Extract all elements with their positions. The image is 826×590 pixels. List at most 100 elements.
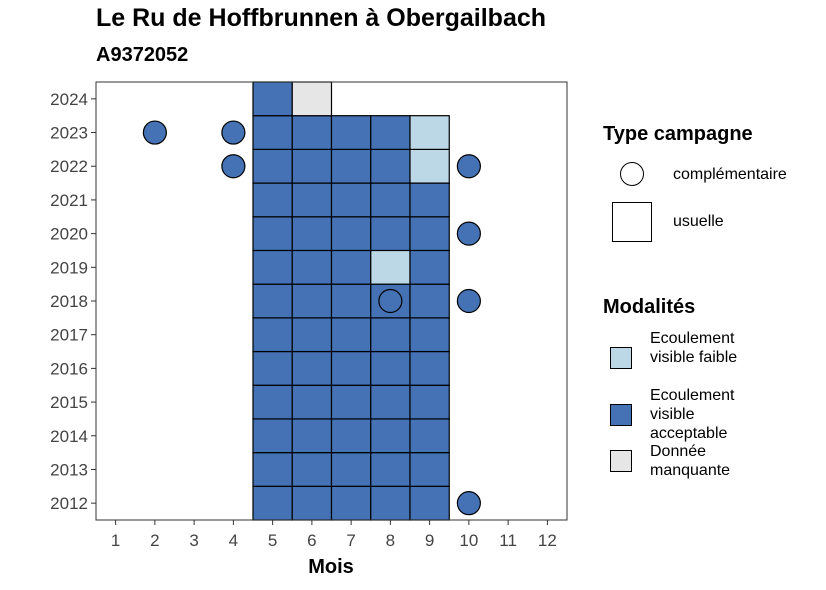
usuelle-square-2016-7 bbox=[330, 350, 372, 386]
y-tick-label: 2020 bbox=[50, 225, 88, 244]
usuelle-square-2022-8 bbox=[370, 148, 411, 184]
usuelle-square-2020-8 bbox=[370, 216, 411, 252]
y-tick-label: 2018 bbox=[50, 292, 88, 311]
x-tick-label: 4 bbox=[229, 531, 238, 550]
usuelle-square-2015-6 bbox=[291, 384, 333, 420]
usuelle-square-2012-9 bbox=[409, 485, 450, 521]
usuelle-square-2017-9 bbox=[409, 317, 450, 353]
x-tick-label: 2 bbox=[150, 531, 159, 550]
usuelle-square-2012-8 bbox=[370, 485, 411, 521]
usuelle-square-2017-5 bbox=[252, 317, 293, 353]
usuelle-square-2012-6 bbox=[291, 485, 333, 521]
legend-square-symbol bbox=[612, 202, 652, 242]
y-tick-label: 2021 bbox=[50, 191, 88, 210]
usuelle-square-2023-6 bbox=[291, 115, 333, 150]
y-tick-label: 2016 bbox=[50, 359, 88, 378]
x-tick-label: 5 bbox=[268, 531, 277, 550]
usuelle-square-2020-7 bbox=[330, 216, 372, 252]
usuelle-square-2023-5 bbox=[252, 115, 293, 150]
usuelle-square-2021-6 bbox=[291, 182, 333, 218]
y-tick-label: 2012 bbox=[50, 494, 88, 513]
x-tick-label: 10 bbox=[459, 531, 478, 550]
usuelle-square-2018-7 bbox=[330, 283, 372, 319]
usuelle-square-2013-6 bbox=[291, 452, 333, 487]
axes: 1 2 3 4 5 6 7 8 9 10 11 122012201320142015201620172… bbox=[50, 90, 557, 550]
usuelle-square-2022-6 bbox=[291, 148, 333, 184]
usuelle-square-2018-5 bbox=[252, 283, 293, 319]
y-tick-label: 2017 bbox=[50, 326, 88, 345]
usuelle-square-2022-7 bbox=[330, 148, 372, 184]
usuelle-square-2023-9 bbox=[409, 115, 450, 150]
usuelle-square-2021-7 bbox=[330, 182, 372, 218]
usuelle-square-2021-5 bbox=[252, 182, 293, 218]
usuelle-square-2016-5 bbox=[252, 350, 293, 386]
x-tick-label: 6 bbox=[307, 531, 316, 550]
usuelle-square-2019-5 bbox=[252, 249, 293, 285]
usuelle-square-2016-8 bbox=[370, 350, 411, 386]
x-tick-label: 9 bbox=[425, 531, 434, 550]
legend-type-usuelle: usuelle bbox=[673, 213, 724, 230]
y-tick-label: 2015 bbox=[50, 393, 88, 412]
usuelle-square-2017-8 bbox=[370, 317, 411, 353]
legend-circle-symbol bbox=[620, 162, 644, 186]
x-tick-label: 7 bbox=[346, 531, 355, 550]
usuelle-square-2013-8 bbox=[370, 452, 411, 487]
complementaire-point-2023-2 bbox=[142, 120, 167, 145]
legend-label-manquante: Donnée manquante bbox=[650, 443, 731, 479]
usuelle-square-2015-7 bbox=[330, 384, 372, 420]
usuelle-square-2013-9 bbox=[409, 452, 450, 487]
usuelle-square-2022-9 bbox=[409, 148, 450, 184]
usuelle-square-2014-8 bbox=[370, 418, 411, 454]
legend-type-complementaire: complémentaire bbox=[673, 166, 787, 183]
usuelle-square-2020-5 bbox=[252, 216, 293, 252]
usuelle-square-2013-5 bbox=[252, 452, 293, 487]
legend-key-manquante bbox=[610, 450, 632, 472]
usuelle-square-2023-8 bbox=[370, 115, 411, 150]
usuelle-square-2014-5 bbox=[252, 418, 293, 454]
usuelle-square-2021-8 bbox=[370, 182, 411, 218]
chart-subtitle: A9372052 bbox=[96, 44, 189, 66]
usuelle-square-2014-6 bbox=[291, 418, 333, 454]
usuelle-square-2020-9 bbox=[409, 216, 450, 252]
complementaire-point-2023-4 bbox=[221, 120, 246, 145]
usuelle-square-2016-9 bbox=[409, 350, 450, 386]
usuelle-square-2017-7 bbox=[330, 317, 372, 353]
legend-modalites-title: Modalités bbox=[603, 296, 696, 318]
chart-marks bbox=[142, 81, 481, 521]
y-tick-label: 2022 bbox=[50, 157, 88, 176]
usuelle-square-2019-6 bbox=[291, 249, 333, 285]
legend-key-acceptable bbox=[610, 404, 632, 426]
usuelle-square-2012-7 bbox=[330, 485, 372, 521]
complementaire-point-2018-10 bbox=[456, 288, 481, 314]
y-tick-label: 2019 bbox=[50, 258, 88, 277]
complementaire-point-2020-10 bbox=[456, 221, 481, 246]
x-axis-title: Mois bbox=[308, 556, 354, 578]
usuelle-square-2018-6 bbox=[291, 283, 333, 319]
complementaire-point-2022-4 bbox=[221, 154, 246, 179]
usuelle-square-2014-7 bbox=[330, 418, 372, 454]
usuelle-square-2015-5 bbox=[252, 384, 293, 420]
usuelle-square-2012-5 bbox=[252, 485, 293, 521]
complementaire-point-2018-8 bbox=[378, 288, 403, 314]
y-tick-label: 2014 bbox=[50, 427, 88, 446]
y-tick-label: 2013 bbox=[50, 460, 88, 479]
legend-label-faible: Ecoulement visible faible bbox=[650, 330, 738, 366]
x-tick-label: 3 bbox=[189, 531, 198, 550]
usuelle-square-2019-9 bbox=[409, 249, 450, 285]
usuelle-square-2024-6 bbox=[291, 81, 333, 117]
usuelle-square-2014-9 bbox=[409, 418, 450, 454]
x-tick-label: 11 bbox=[499, 531, 517, 550]
usuelle-square-2021-9 bbox=[409, 182, 450, 218]
x-tick-label: 1 bbox=[111, 531, 120, 550]
complementaire-point-2022-10 bbox=[456, 154, 481, 179]
usuelle-square-2016-6 bbox=[291, 350, 333, 386]
usuelle-square-2018-9 bbox=[409, 283, 450, 319]
complementaire-point-2012-10 bbox=[456, 491, 481, 516]
legend-type-title: Type campagne bbox=[603, 123, 753, 145]
x-tick-label: 8 bbox=[386, 531, 395, 550]
usuelle-square-2020-6 bbox=[291, 216, 333, 252]
usuelle-square-2019-7 bbox=[330, 249, 372, 285]
usuelle-square-2013-7 bbox=[330, 452, 372, 487]
x-tick-label: 12 bbox=[538, 531, 557, 550]
